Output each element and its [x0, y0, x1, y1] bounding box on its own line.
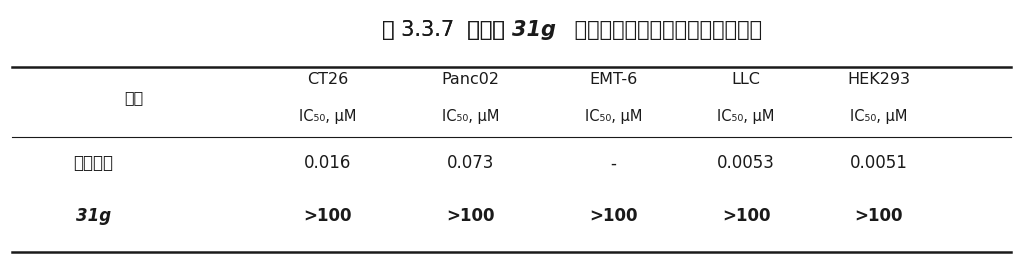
- Text: Panc02: Panc02: [442, 72, 499, 87]
- Text: 对肿瘤细胞和正常细胞的抑制活性: 对肿瘤细胞和正常细胞的抑制活性: [568, 20, 762, 40]
- Text: 0.016: 0.016: [304, 154, 352, 172]
- Text: EMT-6: EMT-6: [589, 72, 637, 87]
- Text: >100: >100: [854, 207, 903, 225]
- Text: 表 3.3.7  化合物: 表 3.3.7 化合物: [382, 20, 512, 40]
- Text: 0.073: 0.073: [447, 154, 494, 172]
- Text: -: -: [611, 154, 617, 172]
- Text: 31g: 31g: [512, 20, 555, 40]
- Text: HEK293: HEK293: [847, 72, 910, 87]
- Text: IC₅₀, μM: IC₅₀, μM: [299, 109, 357, 124]
- Text: IC₅₀, μM: IC₅₀, μM: [717, 109, 774, 124]
- Text: 0.0051: 0.0051: [850, 154, 907, 172]
- Text: 表 3.3.7  化合物: 表 3.3.7 化合物: [382, 20, 512, 40]
- Text: LLC: LLC: [731, 72, 760, 87]
- Text: >100: >100: [446, 207, 495, 225]
- Text: IC₅₀, μM: IC₅₀, μM: [585, 109, 642, 124]
- Text: >100: >100: [304, 207, 352, 225]
- Text: 31g: 31g: [76, 207, 110, 225]
- Text: IC₅₀, μM: IC₅₀, μM: [850, 109, 907, 124]
- Text: >100: >100: [722, 207, 770, 225]
- Text: 吉西他滨: 吉西他滨: [74, 154, 114, 172]
- Text: CT26: CT26: [307, 72, 349, 87]
- Text: IC₅₀, μM: IC₅₀, μM: [442, 109, 499, 124]
- Text: 编号: 编号: [125, 91, 143, 106]
- Text: >100: >100: [589, 207, 637, 225]
- Text: 0.0053: 0.0053: [717, 154, 775, 172]
